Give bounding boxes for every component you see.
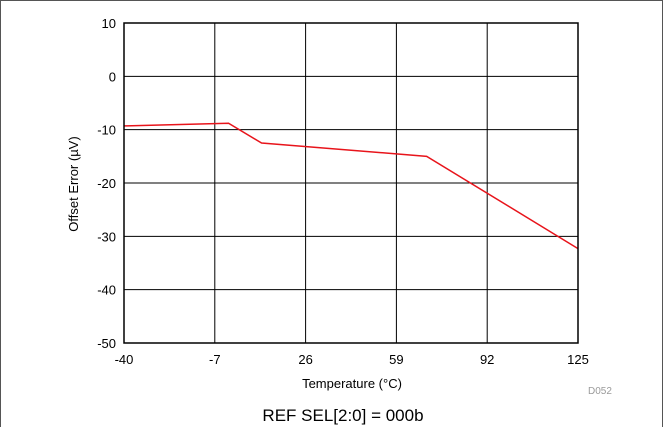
x-tick-label: 92 [480,352,494,367]
y-tick-label: -10 [97,123,116,138]
figure-id: D052 [588,386,612,397]
x-axis-title: Temperature (°C) [302,376,402,391]
y-tick-label: 0 [109,69,116,84]
data-point [261,142,263,144]
y-tick-label: 10 [102,16,116,31]
x-tick-label: -7 [209,352,221,367]
y-tick-label: -40 [97,283,116,298]
y-tick-label: -20 [97,176,116,191]
plot-area-border [123,22,579,344]
y-tick-labels: 10 0 -10 -20 -30 -40 -50 [97,16,116,351]
data-point [228,122,230,124]
y-axis-title: Offset Error (µV) [66,136,81,231]
series-layer [123,122,579,250]
y-tick-label: -30 [97,229,116,244]
y-tick-label: -50 [97,336,116,351]
data-point [426,155,428,157]
x-tick-label: 26 [298,352,312,367]
x-tick-labels: -40 -7 26 59 92 125 [115,352,589,367]
grid-layer [123,22,579,344]
x-tick-label: -40 [115,352,134,367]
chart-caption: REF SEL[2:0] = 000b [262,406,423,425]
series-line [123,122,579,250]
x-tick-label: 125 [567,352,589,367]
x-tick-label: 59 [389,352,403,367]
